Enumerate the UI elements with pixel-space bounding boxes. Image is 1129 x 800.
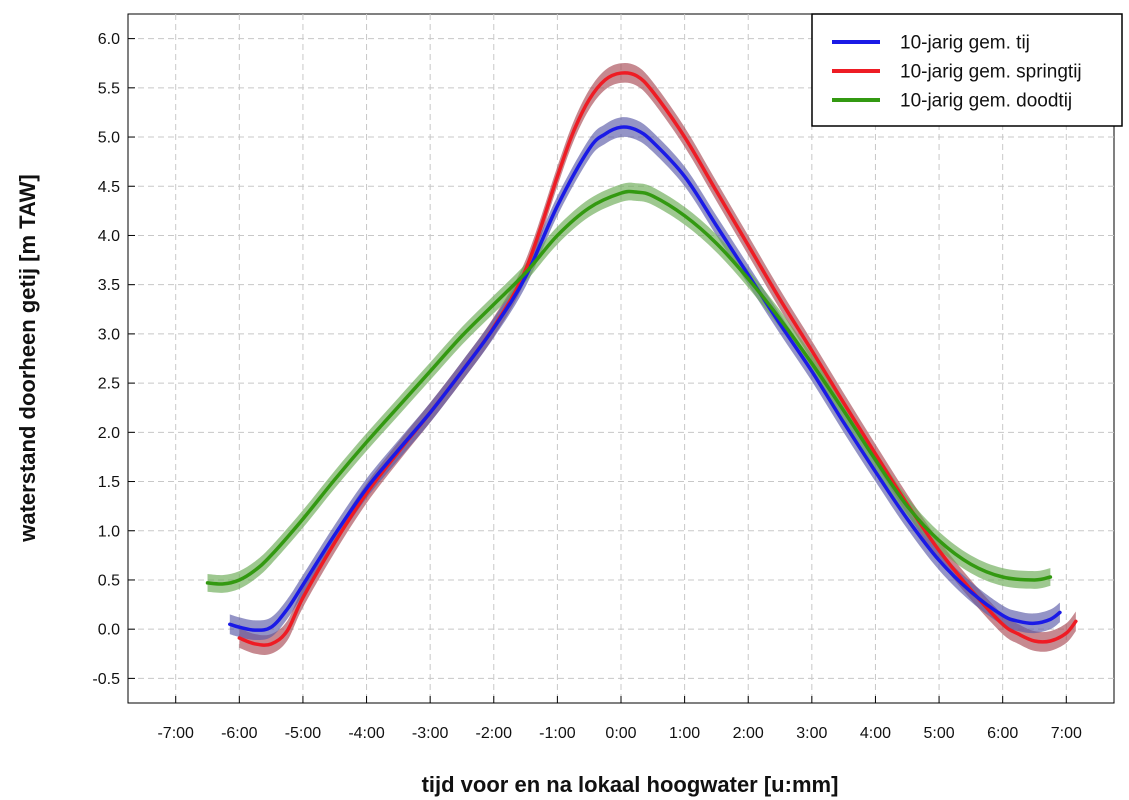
x-tick-label: -3:00 [412, 725, 449, 742]
y-tick-label: 1.0 [98, 523, 120, 540]
y-tick-label: 2.5 [98, 376, 120, 393]
x-tick-label: -1:00 [539, 725, 576, 742]
y-tick-label: 5.5 [98, 80, 120, 97]
y-tick-label: 3.5 [98, 277, 120, 294]
x-tick-label: 1:00 [669, 725, 700, 742]
y-tick-label: 5.0 [98, 130, 120, 147]
y-tick-label: 1.5 [98, 474, 120, 491]
x-tick-label: 7:00 [1051, 725, 1082, 742]
legend: 10-jarig gem. tij 10-jarig gem. springtij… [811, 13, 1123, 127]
x-tick-label: -6:00 [221, 725, 258, 742]
x-tick-label: 5:00 [923, 725, 954, 742]
x-tick-label: 2:00 [733, 725, 764, 742]
y-tick-label: 0.5 [98, 572, 120, 589]
series-line [205, 189, 1053, 586]
x-tick-label: 3:00 [796, 725, 827, 742]
y-tick-label: 4.0 [98, 228, 120, 245]
confidence-bands [207, 62, 1076, 655]
y-axis-title: waterstand doorheen getij [m TAW] [15, 174, 40, 543]
x-tick-label: -5:00 [285, 725, 322, 742]
x-axis-title: tijd voor en na lokaal hoogwater [u:mm] [422, 772, 839, 797]
x-tick-label: -7:00 [157, 725, 194, 742]
x-tick-label: 6:00 [987, 725, 1018, 742]
legend-label: 10-jarig gem. doodtij [900, 91, 1072, 112]
x-tick-label: -2:00 [476, 725, 513, 742]
legend-label: 10-jarig gem. springtij [900, 62, 1082, 83]
y-tick-label: 3.0 [98, 326, 120, 343]
legend-label: 10-jarig gem. tij [900, 33, 1030, 54]
confidence-band [229, 117, 1060, 641]
axes: -7:00 -6:00 -5:00 -4:00 -3:00 -2:00 -1:00 0:00 1… [92, 31, 1082, 742]
series-line [228, 125, 1062, 632]
y-tick-label: 6.0 [98, 31, 120, 48]
x-tick-label: 4:00 [860, 725, 891, 742]
x-tick-label: 0:00 [605, 725, 636, 742]
y-tick-label: 2.0 [98, 425, 120, 442]
y-tick-label: 4.5 [98, 179, 120, 196]
series-lines [205, 71, 1078, 647]
x-tick-label: -4:00 [348, 725, 385, 742]
y-tick-label: -0.5 [92, 671, 120, 688]
y-tick-label: 0.0 [98, 622, 120, 639]
